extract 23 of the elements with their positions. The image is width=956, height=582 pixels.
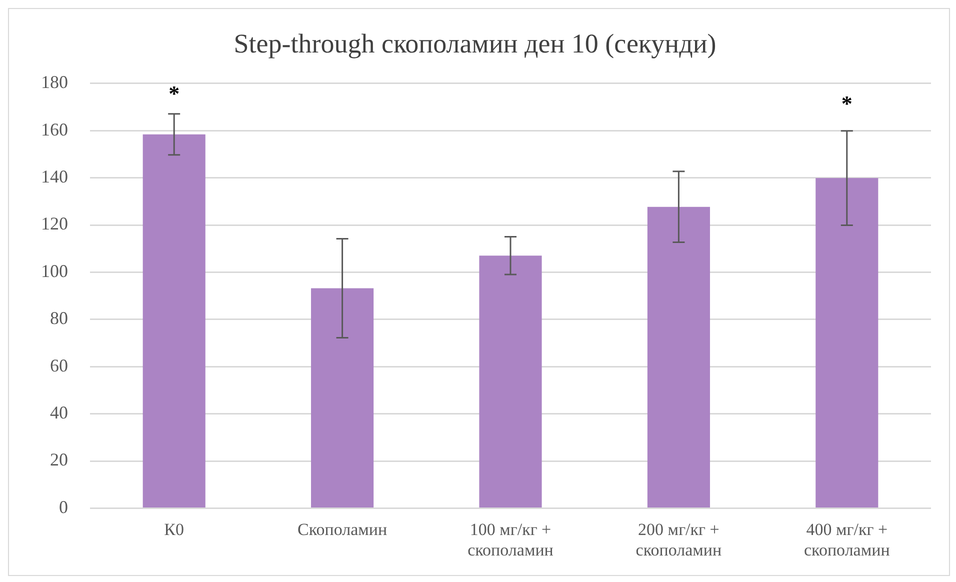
y-tick-label: 40	[50, 402, 68, 423]
bar	[647, 206, 710, 508]
y-tick-label: 160	[41, 119, 68, 140]
annotation: *	[841, 91, 852, 116]
y-tick-label: 120	[41, 214, 68, 234]
bar	[311, 288, 374, 508]
y-tick-label: 140	[41, 166, 68, 187]
x-tick-label: Скополамин	[298, 520, 388, 539]
chart-title: Step-through скополамин ден 10 (секунди)	[234, 28, 716, 58]
bar	[479, 256, 542, 508]
y-tick-label: 20	[50, 450, 68, 470]
y-tick-label: 0	[59, 496, 68, 517]
x-tick-label: К0	[164, 520, 184, 539]
x-tick-label: 200 мг/кг + скополамин	[636, 520, 722, 560]
y-tick-label: 60	[50, 355, 68, 376]
x-tick-label: 400 мг/кг + скополамин	[804, 520, 890, 560]
y-tick-label: 100	[41, 260, 68, 281]
x-tick-label: 100 мг/кг + скополамин	[468, 520, 554, 560]
y-tick-label: 80	[50, 308, 68, 328]
annotation: *	[168, 81, 180, 106]
bar	[142, 134, 206, 508]
bar	[816, 178, 878, 508]
y-tick-label: 180	[41, 72, 68, 92]
